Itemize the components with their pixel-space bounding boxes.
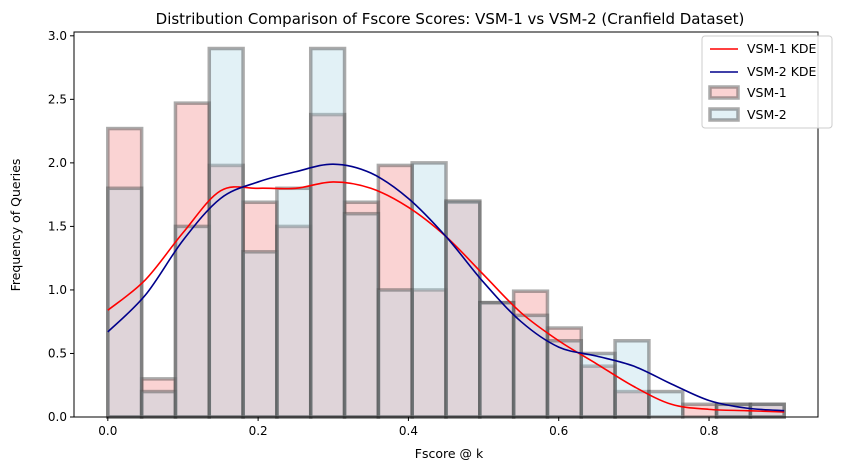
legend-label-vsm2-kde: VSM-2 KDE <box>747 64 817 79</box>
histogram-bar-vsm-2-12 <box>511 313 550 419</box>
y-tick-label: 0.0 <box>48 410 67 424</box>
y-tick-label: 2.0 <box>48 156 67 170</box>
x-tick-label: 0.8 <box>699 424 718 438</box>
histogram-bar-vsm-2-1 <box>139 389 178 419</box>
y-tick-label: 1.0 <box>48 283 67 297</box>
x-tick-label: 0.4 <box>399 424 418 438</box>
histogram-bar-vsm-2-10 <box>444 199 482 419</box>
plot-frame <box>73 31 819 418</box>
legend-swatch-vsm1 <box>708 85 740 100</box>
legend: VSM-1 KDE VSM-2 KDE VSM-1 VSM-2 <box>701 35 833 129</box>
y-tick-label: 0.5 <box>48 346 67 360</box>
x-tick-label: 0.2 <box>249 424 268 438</box>
kde-line-vsm-2-kde <box>107 163 785 412</box>
x-tick-label: 0.6 <box>549 424 568 438</box>
histogram-bar-vsm-2-3 <box>207 46 245 419</box>
histogram-bar-vsm-2-0 <box>106 186 144 419</box>
legend-box <box>701 35 833 129</box>
y-tick-label: 1.5 <box>48 219 67 233</box>
y-axis-label: Frequency of Queries <box>8 159 23 292</box>
histogram-bar-vsm-2-13 <box>545 339 584 419</box>
legend-label-vsm1-kde: VSM-1 KDE <box>747 41 817 56</box>
x-tick-label: 0.0 <box>98 424 117 438</box>
legend-label-vsm1: VSM-1 <box>747 85 787 100</box>
histogram-bar-vsm-2-7 <box>342 211 381 419</box>
y-tick-label: 2.5 <box>48 92 67 106</box>
histogram-bar-vsm-2-4 <box>241 250 279 419</box>
legend-label-vsm2: VSM-2 <box>747 107 787 122</box>
x-axis: 0.0 0.2 0.4 0.6 0.8 <box>98 417 719 438</box>
histogram-bar-vsm-2-6 <box>308 46 347 419</box>
kde-layer <box>107 163 785 413</box>
histogram-bar-vsm-1-17 <box>680 402 719 419</box>
histogram-bar-vsm-2-16 <box>647 389 685 419</box>
histogram-bar-vsm-2-14 <box>579 351 617 419</box>
histogram-bar-vsm-2-5 <box>275 186 313 419</box>
y-axis: 0.0 0.5 1.0 1.5 2.0 2.5 3.0 <box>48 29 74 424</box>
bars-layer <box>106 46 786 419</box>
x-axis-label: Fscore @ k <box>415 446 484 461</box>
y-tick-label: 3.0 <box>48 29 67 43</box>
legend-swatch-vsm2 <box>708 107 740 122</box>
histogram-bar-vsm-2-2 <box>173 224 212 419</box>
histogram-bar-vsm-2-8 <box>376 288 414 419</box>
histogram-bar-vsm-2-11 <box>478 300 516 419</box>
chart-title: Distribution Comparison of Fscore Scores… <box>156 10 745 28</box>
histogram-bar-vsm-2-9 <box>410 161 448 419</box>
